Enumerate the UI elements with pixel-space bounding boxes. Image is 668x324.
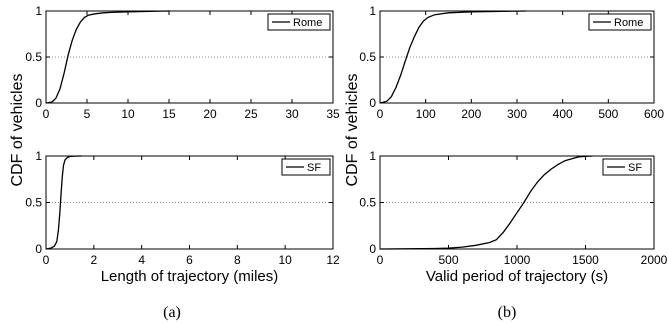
y-tick-label: 1 [369, 149, 376, 163]
x-tick-label: 0 [43, 253, 50, 267]
y-tick-label: 1 [369, 4, 376, 18]
x-tick-label: 8 [234, 253, 241, 267]
y-tick-label: 0 [369, 242, 376, 256]
x-tick-label: 100 [416, 107, 436, 121]
x-tick-label: 4 [138, 253, 145, 267]
x-tick-label: 500 [438, 253, 458, 267]
x-tick-label: 6 [186, 253, 193, 267]
x-tick-label: 0 [377, 107, 384, 121]
x-tick-label: 500 [598, 107, 618, 121]
y-tick-label: 0.5 [25, 50, 42, 64]
x-tick-label: 300 [507, 107, 527, 121]
x-tick-label: 10 [278, 253, 292, 267]
x-tick-label: 30 [285, 107, 299, 121]
ylabel-left: CDF of vehicles [9, 74, 26, 187]
legend-label: Rome [614, 17, 643, 29]
legend-box [588, 13, 652, 31]
x-axis-label: Length of trajectory (miles) [101, 268, 279, 285]
x-axis-label: Valid period of trajectory (s) [426, 268, 608, 285]
y-tick-label: 0.5 [25, 196, 42, 210]
legend-box [602, 158, 652, 176]
x-tick-label: 0 [377, 253, 384, 267]
legend-box [281, 158, 331, 176]
legend-box [267, 13, 331, 31]
legend-label: SF [307, 162, 321, 174]
x-tick-label: 600 [644, 107, 664, 121]
y-tick-label: 1 [35, 4, 42, 18]
y-tick-label: 0 [35, 242, 42, 256]
x-tick-label: 15 [162, 107, 176, 121]
legend-label: SF [628, 162, 642, 174]
x-tick-label: 20 [203, 107, 217, 121]
panel-a-top: 0 5 10 15 20 25 30 35 0 0.5 1 Rome [25, 4, 340, 121]
panel-b-bottom: 0 500 1000 1500 2000 0 0.5 1 Valid period of tra… [359, 149, 667, 285]
series-line-sf [45, 155, 82, 250]
legend-label: Rome [293, 17, 322, 29]
x-tick-label: 2 [90, 253, 97, 267]
x-tick-label: 2000 [641, 253, 668, 267]
y-tick-label: 0.5 [359, 196, 376, 210]
caption-a: (a) [163, 304, 181, 321]
x-tick-label: 5 [84, 107, 91, 121]
ylabel-right: CDF of vehicles [344, 74, 361, 187]
x-tick-label: 35 [326, 107, 340, 121]
series-line-rome [379, 10, 527, 104]
y-tick-label: 0 [35, 96, 42, 110]
x-tick-label: 1000 [504, 253, 531, 267]
x-tick-label: 0 [43, 107, 50, 121]
series-line-sf [379, 155, 593, 250]
x-tick-label: 10 [121, 107, 135, 121]
caption-b: (b) [498, 304, 517, 321]
x-tick-label: 25 [244, 107, 258, 121]
x-tick-label: 400 [553, 107, 573, 121]
x-tick-label: 12 [326, 253, 340, 267]
x-tick-label: 1500 [572, 253, 599, 267]
y-tick-label: 0.5 [359, 50, 376, 64]
y-tick-label: 1 [35, 149, 42, 163]
panel-a-bottom: 0 2 4 6 8 10 12 0 0.5 1 Length of trajectory (mile… [25, 149, 340, 285]
x-tick-label: 200 [461, 107, 481, 121]
panel-b-top: 0 100 200 300 400 500 600 0 0.5 1 Rome [359, 4, 664, 121]
y-tick-label: 0 [369, 96, 376, 110]
series-line-rome [45, 10, 170, 104]
